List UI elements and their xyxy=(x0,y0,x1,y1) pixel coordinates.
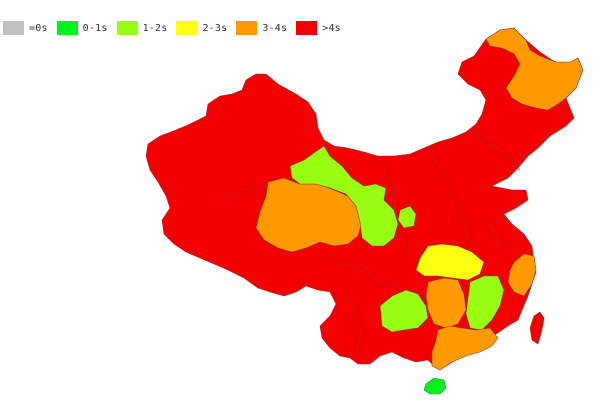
legend-swatch-0-1s xyxy=(56,21,78,35)
legend-item-0s[interactable]: =0s xyxy=(3,21,48,35)
legend-swatch-2-3s xyxy=(176,21,198,35)
legend-label-2-3s: 2-3s xyxy=(202,22,228,34)
legend-item-2-3s[interactable]: 2-3s xyxy=(176,21,227,35)
legend-item-3-4s[interactable]: 3-4s xyxy=(236,21,287,35)
legend-item-gt-4s[interactable]: >4s xyxy=(296,21,341,35)
region-zhejiang[interactable] xyxy=(507,253,537,297)
legend-swatch-gt-4s xyxy=(296,21,318,35)
map-legend: =0s 0-1s 1-2s 2-3s 3-4s >4s xyxy=(3,21,350,35)
region-taiwan[interactable] xyxy=(529,311,545,345)
region-gansu-ningxia[interactable] xyxy=(289,145,399,247)
legend-label-0-1s: 0-1s xyxy=(82,22,108,34)
legend-label-0s: =0s xyxy=(29,22,48,34)
region-heilongjiang[interactable] xyxy=(485,27,584,111)
region-hunan[interactable] xyxy=(425,277,467,329)
region-shanxi[interactable] xyxy=(397,205,417,229)
legend-item-0-1s[interactable]: 0-1s xyxy=(56,21,108,35)
legend-swatch-0s xyxy=(3,21,24,35)
region-guangdong[interactable] xyxy=(431,325,499,371)
legend-label-gt-4s: >4s xyxy=(322,22,341,34)
legend-label-1-2s: 1-2s xyxy=(142,22,168,34)
legend-swatch-1-2s xyxy=(116,21,138,35)
legend-label-3-4s: 3-4s xyxy=(262,22,288,34)
legend-swatch-3-4s xyxy=(236,21,258,35)
region-jiangxi[interactable] xyxy=(465,275,505,331)
legend-item-1-2s[interactable]: 1-2s xyxy=(116,21,168,35)
region-hainan[interactable] xyxy=(423,377,447,395)
region-hubei[interactable] xyxy=(415,243,485,281)
region-guizhou[interactable] xyxy=(379,289,429,333)
